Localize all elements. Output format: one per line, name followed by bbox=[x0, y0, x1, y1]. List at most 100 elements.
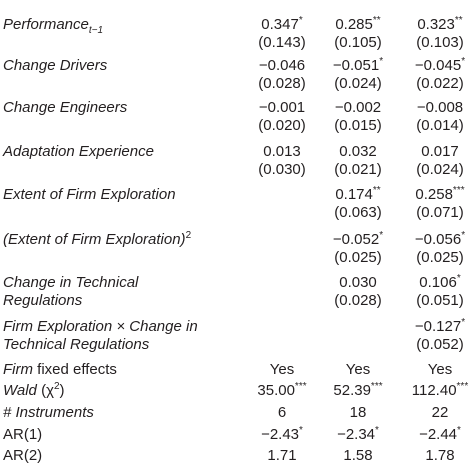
coefficient: 22 bbox=[432, 404, 449, 422]
significance-stars: * bbox=[298, 15, 303, 26]
value: −0.001 bbox=[258, 99, 306, 116]
row-label: Adaptation Experience bbox=[3, 143, 154, 161]
coefficient: Yes bbox=[428, 361, 452, 379]
standard-error: (0.020) bbox=[258, 117, 306, 134]
label-part: Firm bbox=[3, 361, 33, 378]
label-part: AR(1) bbox=[3, 426, 43, 443]
coefficient: −0.001 bbox=[259, 99, 305, 117]
coefficient: 1.58 bbox=[343, 447, 372, 465]
row-label: (Extent of Firm Exploration)2 bbox=[3, 231, 191, 249]
standard-error: (0.025) bbox=[416, 249, 464, 266]
row-label: Change in Technical bbox=[3, 274, 138, 292]
value: 1.71 bbox=[267, 447, 297, 464]
standard-error: (0.022) bbox=[416, 75, 464, 92]
standard-error: (0.028) bbox=[258, 75, 306, 92]
coefficient: 112.40*** bbox=[412, 382, 468, 400]
label-part: Extent of Firm Exploration bbox=[3, 186, 176, 203]
label-part: fixed effects bbox=[33, 361, 117, 378]
coefficient: −0.051* bbox=[333, 57, 383, 75]
coefficient: −0.127* bbox=[415, 318, 465, 336]
coefficient: Yes bbox=[346, 361, 370, 379]
stat-label: Firm fixed effects bbox=[3, 361, 117, 379]
value: −0.008 bbox=[416, 99, 464, 116]
significance-stars: *** bbox=[370, 381, 383, 392]
standard-error: (0.051) bbox=[416, 292, 464, 309]
coefficient: 0.106* bbox=[419, 274, 460, 292]
value: Yes bbox=[269, 361, 295, 378]
significance-stars: *** bbox=[294, 381, 307, 392]
coefficient: 0.347* bbox=[261, 16, 302, 34]
row-label: Technical Regulations bbox=[3, 336, 149, 354]
standard-error: (0.063) bbox=[334, 204, 382, 221]
standard-error: (0.105) bbox=[334, 34, 382, 51]
significance-stars: ** bbox=[372, 15, 381, 26]
coefficient: −2.43* bbox=[261, 426, 303, 444]
value: 22 bbox=[431, 404, 449, 421]
value: Yes bbox=[427, 361, 453, 378]
value: 18 bbox=[349, 404, 367, 421]
value: −0.052 bbox=[332, 231, 380, 248]
coefficient: 0.017 bbox=[421, 143, 459, 161]
label-part: (χ bbox=[36, 382, 54, 399]
value: 0.106 bbox=[419, 274, 457, 291]
row-label: Firm Exploration × Change in bbox=[3, 318, 198, 336]
value: −0.056 bbox=[414, 231, 462, 248]
label-part: Wald bbox=[3, 382, 37, 399]
value: 0.174 bbox=[335, 186, 373, 203]
standard-error: (0.024) bbox=[334, 75, 382, 92]
label-part: Performance bbox=[3, 16, 89, 33]
coefficient: 1.78 bbox=[425, 447, 454, 465]
coefficient: 35.00*** bbox=[257, 382, 306, 400]
standard-error: (0.103) bbox=[416, 34, 464, 51]
label-part: Change in Technical bbox=[3, 274, 139, 291]
standard-error: (0.014) bbox=[416, 117, 464, 134]
row-label: Performancet−1 bbox=[3, 16, 104, 36]
significance-stars: * bbox=[379, 230, 384, 241]
coefficient: 0.323** bbox=[417, 16, 462, 34]
coefficient: −0.008 bbox=[417, 99, 463, 117]
label-part: 2 bbox=[53, 381, 60, 392]
coefficient: −2.44* bbox=[419, 426, 461, 444]
stat-label: Wald (χ2) bbox=[3, 382, 65, 400]
significance-stars: * bbox=[461, 317, 466, 328]
coefficient: −2.34* bbox=[337, 426, 379, 444]
significance-stars: ** bbox=[372, 185, 381, 196]
value: 112.40 bbox=[411, 382, 457, 399]
value: 35.00 bbox=[257, 382, 295, 399]
coefficient: −0.052* bbox=[333, 231, 383, 249]
significance-stars: * bbox=[375, 425, 379, 436]
value: 0.285 bbox=[335, 16, 373, 33]
value: 0.032 bbox=[339, 143, 377, 160]
label-part: Firm Exploration × Change in bbox=[3, 318, 198, 335]
standard-error: (0.025) bbox=[334, 249, 382, 266]
coefficient: 0.030 bbox=[339, 274, 377, 292]
significance-stars: ** bbox=[454, 15, 463, 26]
label-part: Change Engineers bbox=[3, 99, 128, 116]
label-part: Change Drivers bbox=[3, 57, 108, 74]
value: 0.258 bbox=[415, 186, 453, 203]
standard-error: (0.024) bbox=[416, 161, 464, 178]
coefficient: 6 bbox=[278, 404, 286, 422]
value: 0.017 bbox=[421, 143, 459, 160]
coefficient: 0.174** bbox=[335, 186, 380, 204]
coefficient: 1.71 bbox=[267, 447, 296, 465]
label-part: ) bbox=[59, 382, 65, 399]
coefficient: 0.258*** bbox=[415, 186, 464, 204]
label-part: Adaptation Experience bbox=[3, 143, 154, 160]
value: −0.045 bbox=[414, 57, 462, 74]
stat-label: # Instruments bbox=[3, 404, 94, 422]
value: −2.44 bbox=[419, 426, 458, 443]
label-part: t−1 bbox=[88, 25, 104, 36]
coefficient: Yes bbox=[270, 361, 294, 379]
coefficient: 0.013 bbox=[263, 143, 301, 161]
standard-error: (0.030) bbox=[258, 161, 306, 178]
significance-stars: * bbox=[456, 273, 461, 284]
value: 0.323 bbox=[417, 16, 455, 33]
coefficient: 52.39*** bbox=[333, 382, 382, 400]
standard-error: (0.028) bbox=[334, 292, 382, 309]
coefficient: −0.045* bbox=[415, 57, 465, 75]
coefficient: −0.002 bbox=[335, 99, 381, 117]
standard-error: (0.143) bbox=[258, 34, 306, 51]
row-label: Change Drivers bbox=[3, 57, 107, 75]
